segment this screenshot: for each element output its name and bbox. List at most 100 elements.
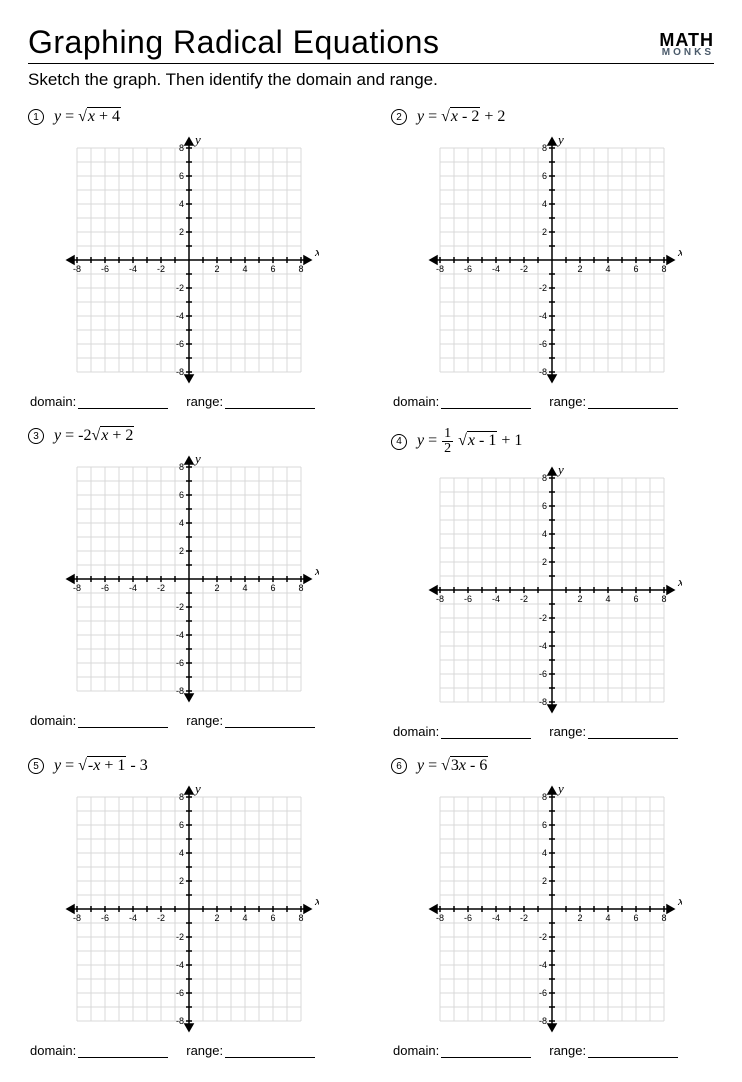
svg-text:-4: -4 [128, 913, 136, 923]
answer-row: domain: range: [391, 1037, 714, 1058]
svg-text:6: 6 [178, 490, 183, 500]
range-label: range: [186, 394, 223, 409]
equation: y = √3x - 6 [417, 757, 488, 775]
domain-field: domain: [393, 394, 531, 409]
svg-text:6: 6 [270, 264, 275, 274]
svg-text:2: 2 [178, 546, 183, 556]
svg-text:-6: -6 [538, 669, 546, 679]
svg-text:4: 4 [541, 848, 546, 858]
domain-blank[interactable] [441, 395, 531, 409]
problem-2: 2 y = √x - 2 + 2 -8-6-4-22468-8-6-4-2246… [391, 108, 714, 409]
svg-text:-4: -4 [175, 630, 183, 640]
equation-row: 6 y = √3x - 6 [391, 757, 714, 775]
svg-text:4: 4 [178, 848, 183, 858]
svg-text:8: 8 [178, 792, 183, 802]
svg-text:6: 6 [541, 171, 546, 181]
domain-blank[interactable] [78, 714, 168, 728]
svg-text:2: 2 [214, 913, 219, 923]
problems-grid: 1 y = √x + 4 -8 -6 -4 -2 2 4 6 8 -8 -6 -4 -2 2 4 6 8 x y … [28, 108, 714, 1058]
svg-text:-6: -6 [463, 264, 471, 274]
domain-blank[interactable] [78, 1044, 168, 1058]
domain-blank[interactable] [78, 395, 168, 409]
answer-row: domain: range: [391, 718, 714, 739]
svg-text:-8: -8 [435, 264, 443, 274]
problem-number: 1 [28, 109, 44, 125]
coordinate-grid: -8-6-4-22468-8-6-4-22468xy [391, 460, 714, 718]
range-blank[interactable] [225, 714, 315, 728]
domain-label: domain: [393, 394, 439, 409]
svg-text:-6: -6 [463, 913, 471, 923]
answer-row: domain: range: [391, 388, 714, 409]
svg-text:4: 4 [605, 913, 610, 923]
svg-text:-8: -8 [175, 1016, 183, 1026]
domain-field: domain: [30, 394, 168, 409]
svg-text:-2: -2 [175, 602, 183, 612]
range-blank[interactable] [588, 395, 678, 409]
svg-text:-2: -2 [519, 913, 527, 923]
domain-field: domain: [393, 1043, 531, 1058]
range-field: range: [549, 724, 678, 739]
svg-text:8: 8 [178, 143, 183, 153]
svg-text:-2: -2 [538, 932, 546, 942]
svg-text:x: x [314, 244, 319, 259]
svg-text:y: y [193, 451, 201, 466]
svg-text:2: 2 [214, 583, 219, 593]
svg-text:-6: -6 [100, 583, 108, 593]
svg-text:8: 8 [298, 264, 303, 274]
svg-text:2: 2 [178, 227, 183, 237]
svg-text:-4: -4 [491, 594, 499, 604]
svg-text:6: 6 [270, 913, 275, 923]
range-blank[interactable] [225, 395, 315, 409]
range-field: range: [186, 1043, 315, 1058]
equation: y = √-x + 1 - 3 [54, 757, 148, 775]
svg-text:x: x [314, 563, 319, 578]
svg-text:-4: -4 [491, 264, 499, 274]
answer-row: domain: range: [28, 707, 351, 728]
range-field: range: [549, 394, 678, 409]
svg-text:8: 8 [541, 143, 546, 153]
range-label: range: [549, 394, 586, 409]
range-blank[interactable] [225, 1044, 315, 1058]
range-blank[interactable] [588, 1044, 678, 1058]
domain-label: domain: [393, 724, 439, 739]
svg-text:6: 6 [633, 594, 638, 604]
svg-text:2: 2 [541, 557, 546, 567]
svg-text:4: 4 [605, 594, 610, 604]
svg-text:-4: -4 [491, 913, 499, 923]
domain-blank[interactable] [441, 725, 531, 739]
svg-text:-8: -8 [435, 594, 443, 604]
svg-text:-6: -6 [100, 264, 108, 274]
svg-text:-2: -2 [175, 283, 183, 293]
svg-text:6: 6 [633, 264, 638, 274]
svg-text:6: 6 [270, 583, 275, 593]
svg-text:x: x [677, 574, 682, 589]
range-blank[interactable] [588, 725, 678, 739]
domain-label: domain: [393, 1043, 439, 1058]
svg-text:-2: -2 [156, 913, 164, 923]
equation-row: 1 y = √x + 4 [28, 108, 351, 126]
range-label: range: [549, 1043, 586, 1058]
problem-1: 1 y = √x + 4 -8-6-4-22468-8-6-4-22468xy … [28, 108, 351, 409]
svg-text:-4: -4 [538, 311, 546, 321]
svg-text:8: 8 [661, 594, 666, 604]
equation: y = √x + 4 [54, 108, 121, 126]
svg-text:-4: -4 [538, 960, 546, 970]
svg-text:-4: -4 [128, 264, 136, 274]
svg-text:8: 8 [298, 583, 303, 593]
svg-text:-8: -8 [175, 367, 183, 377]
problem-number: 2 [391, 109, 407, 125]
svg-text:2: 2 [577, 594, 582, 604]
range-field: range: [186, 394, 315, 409]
coordinate-grid: -8-6-4-22468-8-6-4-22468xy [391, 130, 714, 388]
logo: MATH MONKS [659, 32, 714, 61]
svg-text:6: 6 [633, 913, 638, 923]
problem-6: 6 y = √3x - 6 -8-6-4-22468-8-6-4-22468xy… [391, 757, 714, 1058]
svg-text:2: 2 [541, 876, 546, 886]
domain-blank[interactable] [441, 1044, 531, 1058]
svg-text:4: 4 [242, 583, 247, 593]
svg-text:-6: -6 [463, 594, 471, 604]
domain-field: domain: [30, 1043, 168, 1058]
svg-text:-2: -2 [156, 264, 164, 274]
svg-text:-2: -2 [156, 583, 164, 593]
svg-text:8: 8 [541, 473, 546, 483]
